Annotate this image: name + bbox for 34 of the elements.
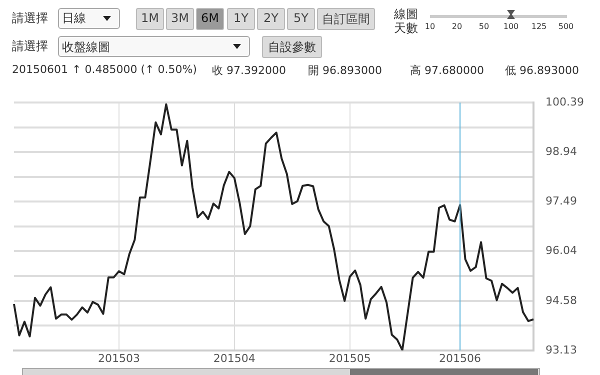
y-tick-label: 98.94 xyxy=(546,144,578,158)
text: 500 xyxy=(557,22,575,31)
y-tick-label: 93.13 xyxy=(546,343,578,356)
text: 線圖 xyxy=(394,6,418,22)
y-tick-label: 96.04 xyxy=(546,244,578,257)
y-tick-label: 97.49 xyxy=(546,194,578,208)
text: 5Y xyxy=(292,11,310,25)
text: 請選擇 xyxy=(12,38,48,55)
text: 20 xyxy=(450,22,464,31)
x-tick-label: 201503 xyxy=(98,352,140,365)
text: 20150601 xyxy=(12,63,68,76)
text: 低 96.893000 xyxy=(505,63,579,78)
y-tick-label: 100.39 xyxy=(546,95,584,108)
text: 高 97.680000 xyxy=(410,63,484,78)
text: 請選擇 xyxy=(12,10,48,27)
x-tick-label: 201505 xyxy=(328,352,371,365)
text: 2Y xyxy=(262,11,280,25)
text: 收 97.392000 xyxy=(212,63,286,78)
text: 50 xyxy=(478,22,490,31)
text: 125 xyxy=(530,22,548,31)
text: 1Y xyxy=(232,11,250,25)
text: ↑ 0.485000 (↑ 0.50%) xyxy=(72,63,197,76)
x-tick-label: 201504 xyxy=(213,352,256,365)
text: 日線 xyxy=(62,10,86,27)
text: 開 96.893000 xyxy=(308,63,382,78)
text: 1M xyxy=(140,11,160,25)
text: 100 xyxy=(502,22,520,31)
text: 10 xyxy=(424,22,436,31)
text: 6M xyxy=(200,11,220,25)
text: 3M xyxy=(170,11,190,25)
x-tick-label: 201506 xyxy=(439,352,482,365)
text: 收盤線圖 xyxy=(62,39,110,56)
y-tick-label: 94.58 xyxy=(546,294,578,307)
text: 天數 xyxy=(394,20,418,37)
